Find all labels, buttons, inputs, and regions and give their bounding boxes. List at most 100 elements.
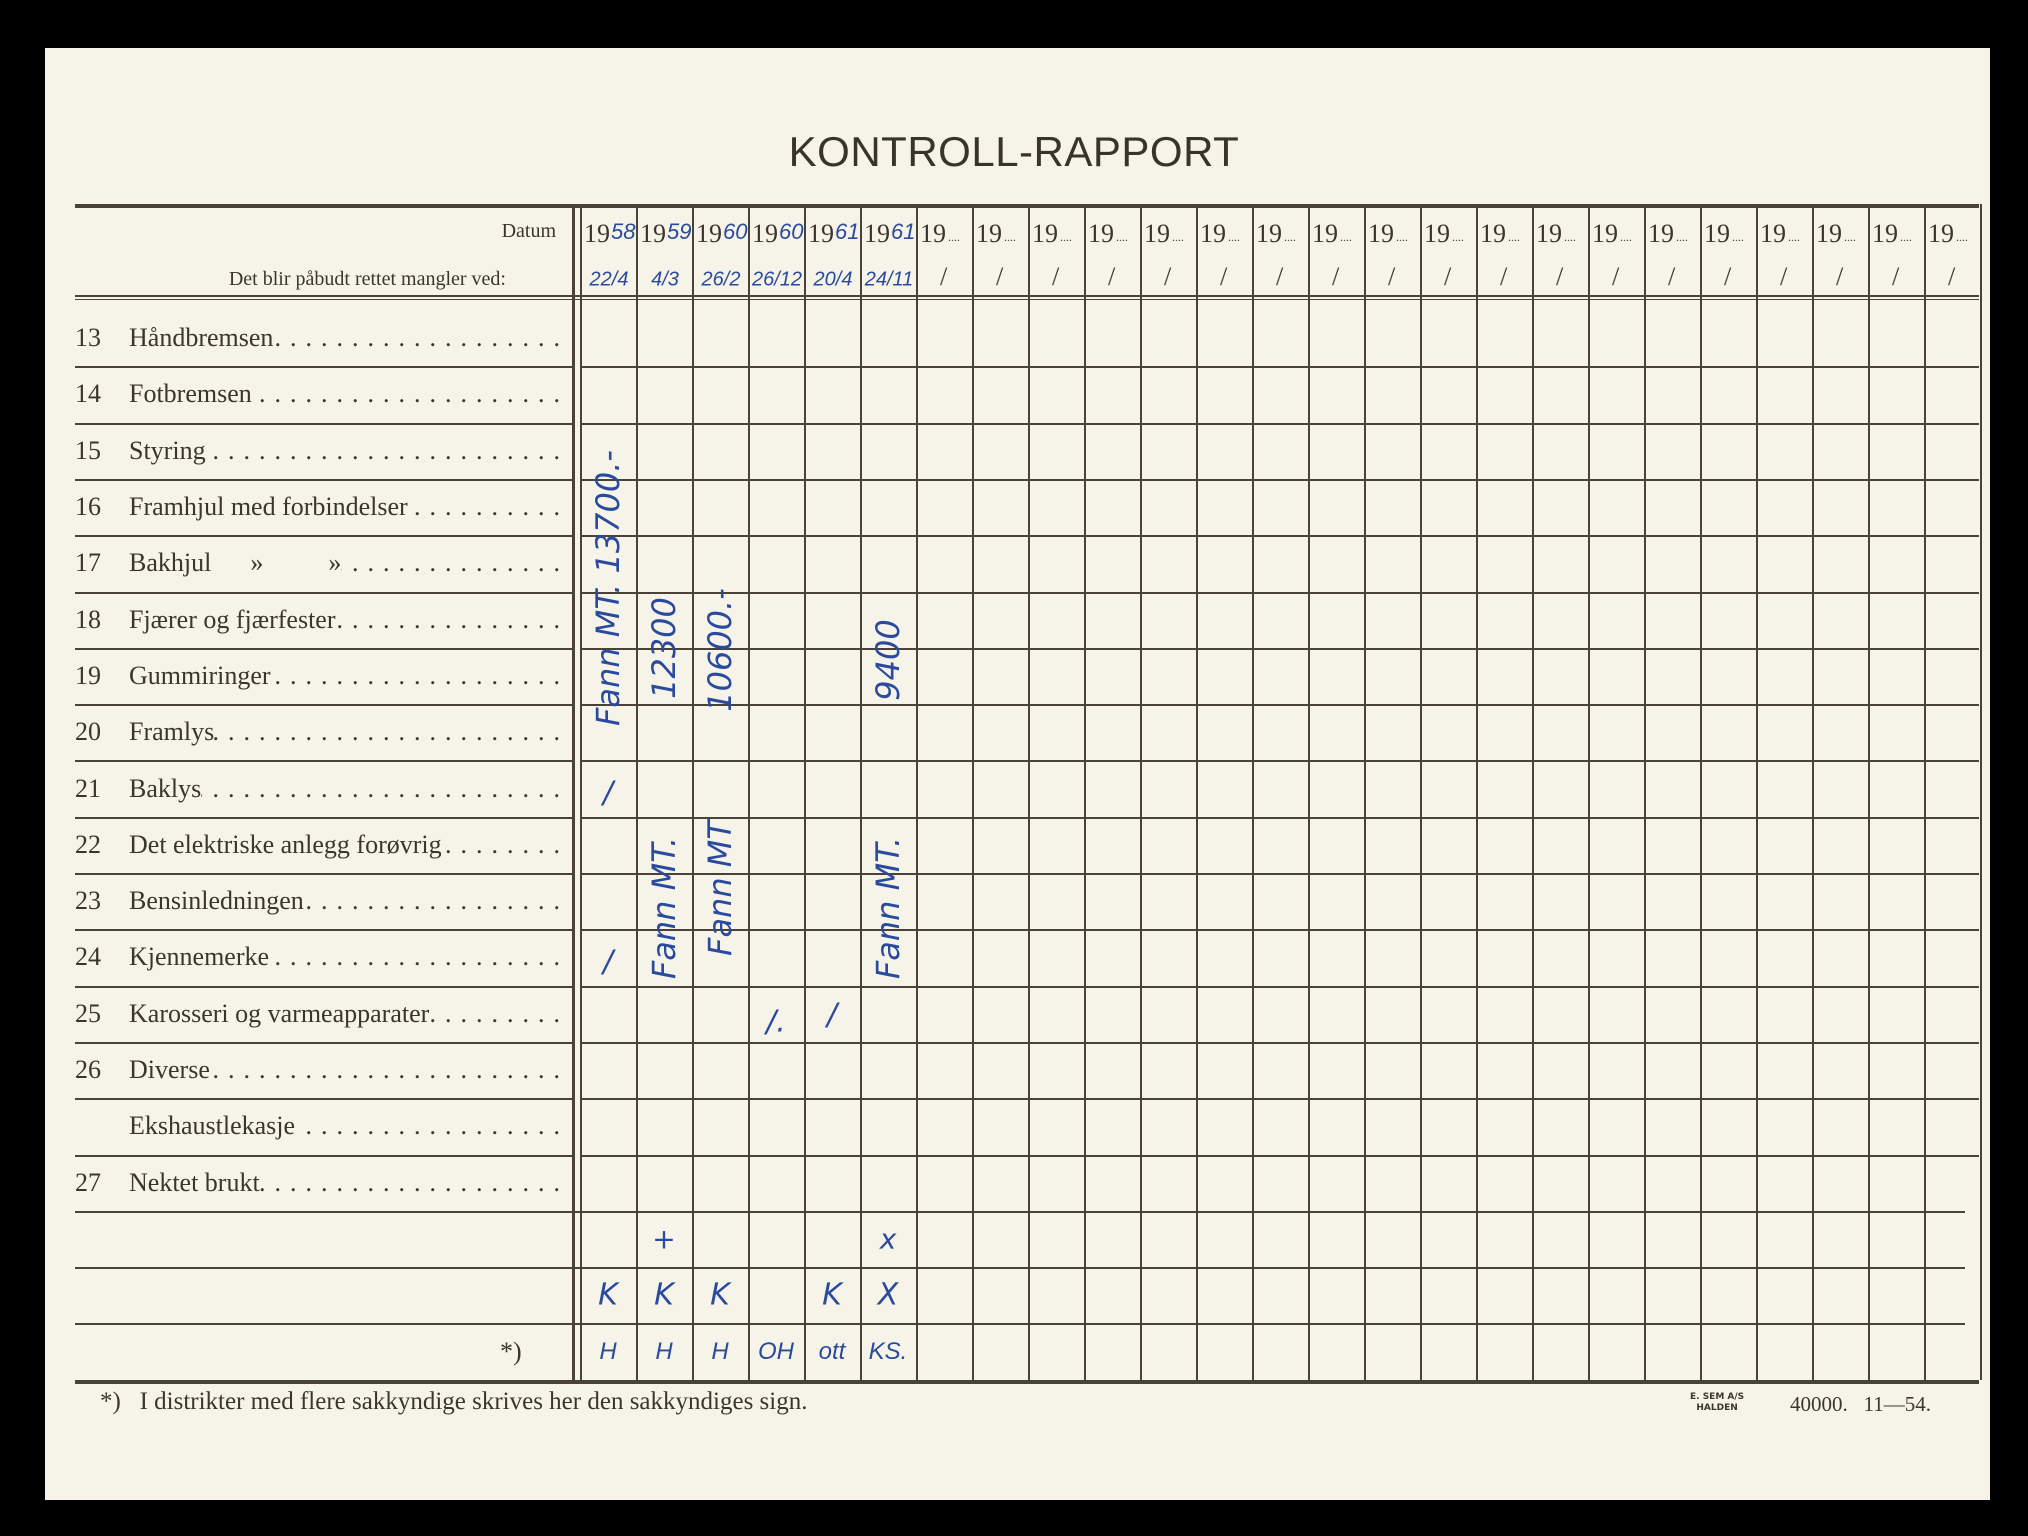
item-label: Det elektriske anlegg forøvrig [129, 829, 442, 859]
handwritten-mark: x [879, 1222, 897, 1256]
item-number: 24 [75, 942, 101, 972]
dot-leader: ........................................ [269, 942, 569, 972]
handwritten-initial: K [710, 1277, 730, 1313]
print-run: 40000. 11—54. [1790, 1392, 1931, 1416]
item-row: Håndbremsen.............................… [129, 323, 569, 353]
header-rule [75, 299, 1979, 300]
instruction-label: Det blir påbudt rettet mangler ved: [228, 268, 506, 290]
dot-leader: ........................................ [295, 1111, 569, 1141]
year-dots: .... [1844, 230, 1856, 244]
year-field: 19 [1928, 219, 1954, 248]
grid-column-line [916, 204, 918, 1380]
date-field: / [1164, 262, 1172, 291]
row-line [75, 366, 572, 368]
inspector-signature: H [711, 1337, 729, 1365]
grid-column-line [1532, 204, 1534, 1380]
year-field: 19 [1312, 219, 1338, 248]
year-field: 19 [1088, 219, 1114, 248]
item-number: 21 [75, 773, 101, 803]
handwritten-date: 20/4 [813, 268, 853, 291]
item-row: Baklys..................................… [129, 774, 569, 804]
row-line [75, 1267, 1965, 1269]
dot-leader: ........................................ [336, 604, 569, 634]
handwritten-note: Fann MT. [869, 836, 907, 980]
item-label: *) [500, 1336, 522, 1366]
grid-column-line [1084, 204, 1086, 1380]
grid-column-line [1644, 204, 1646, 1380]
date-field: / [1108, 262, 1116, 291]
date-field: / [1444, 262, 1452, 291]
item-number: 14 [75, 379, 101, 409]
inspector-signature: KS. [868, 1337, 908, 1365]
grid-column-line [1588, 204, 1590, 1380]
dot-leader: ........................................ [201, 773, 569, 803]
year-field: 19 [696, 219, 722, 248]
year-field: 19 [1536, 219, 1562, 248]
grid-column-line [636, 204, 638, 1380]
item-label: Framlys [129, 717, 215, 747]
year-dots: .... [1956, 230, 1968, 244]
year-field: 19 [808, 219, 834, 248]
row-line [75, 423, 572, 425]
year-dots: .... [1116, 230, 1128, 244]
year-field: 19 [1144, 219, 1170, 248]
year-field: 19 [1592, 219, 1618, 248]
inspector-signature: ott [818, 1337, 846, 1365]
item-number: 15 [75, 435, 101, 465]
grid-column-line [1700, 204, 1702, 1380]
year-dots: .... [1060, 230, 1072, 244]
row-line [75, 873, 572, 875]
grid-column-line [972, 204, 974, 1380]
grid-column-line [1756, 204, 1758, 1380]
handwritten-date: 22/4 [589, 268, 629, 291]
year-field: 19 [752, 219, 778, 248]
dot-leader: ........................................ [442, 829, 569, 859]
inspector-signature: H [655, 1337, 673, 1365]
item-label: Framhjul med forbindelser [129, 492, 408, 522]
item-row: Framhjul med forbindelser...............… [129, 492, 569, 522]
date-field: / [940, 262, 948, 291]
dot-leader: ........................................ [206, 435, 569, 465]
handwritten-note: Fann MT. 13700.- [589, 450, 627, 726]
page-title: KONTROLL-RAPPORT [788, 128, 1240, 175]
year-dots: .... [1284, 230, 1296, 244]
grid-column-line [1812, 204, 1814, 1380]
handwritten-initial: X [877, 1277, 899, 1313]
grid-row-line [580, 817, 1979, 819]
handwritten-year: 61 [891, 219, 916, 244]
item-label: Håndbremsen [129, 323, 274, 353]
year-field: 19 [1200, 219, 1226, 248]
grid-row-line [580, 760, 1979, 762]
handwritten-initial: K [598, 1277, 618, 1313]
item-label: Nektet brukt [129, 1167, 260, 1197]
dot-leader: ........................................ [429, 998, 569, 1028]
handwritten-amount: 12300 [645, 597, 683, 699]
item-row: Det elektriske anlegg forøvrig..........… [129, 830, 569, 860]
check-mark: /. [766, 1004, 786, 1040]
grid-column-line [692, 204, 694, 1380]
date-field: / [1332, 262, 1340, 291]
printer-name: E. SEM A/S [1690, 1392, 1745, 1402]
item-row: Karosseri og varmeapparater.............… [129, 999, 569, 1029]
item-number: 16 [75, 492, 101, 522]
dot-leader: ........................................ [214, 717, 569, 747]
grid-column-line [580, 204, 582, 1380]
grid-row-line [580, 535, 1979, 537]
handwritten-year: 60 [723, 219, 748, 244]
date-field: / [1948, 262, 1956, 291]
year-dots: .... [1508, 230, 1520, 244]
year-dots: .... [1452, 230, 1464, 244]
item-number: 25 [75, 998, 101, 1028]
item-row: Fjærer og fjærfester....................… [129, 605, 569, 635]
year-dots: .... [1620, 230, 1632, 244]
item-number: 22 [75, 829, 101, 859]
handwritten-year: 58 [611, 219, 636, 244]
dot-leader: ........................................ [270, 660, 569, 690]
year-dots: .... [1172, 230, 1184, 244]
year-dots: .... [1228, 230, 1240, 244]
year-dots: .... [1732, 230, 1744, 244]
grid-row-line [580, 1042, 1979, 1044]
handwritten-amount: 10600.- [701, 588, 739, 712]
dot-leader: ........................................ [341, 548, 569, 578]
check-mark: / [826, 997, 838, 1033]
